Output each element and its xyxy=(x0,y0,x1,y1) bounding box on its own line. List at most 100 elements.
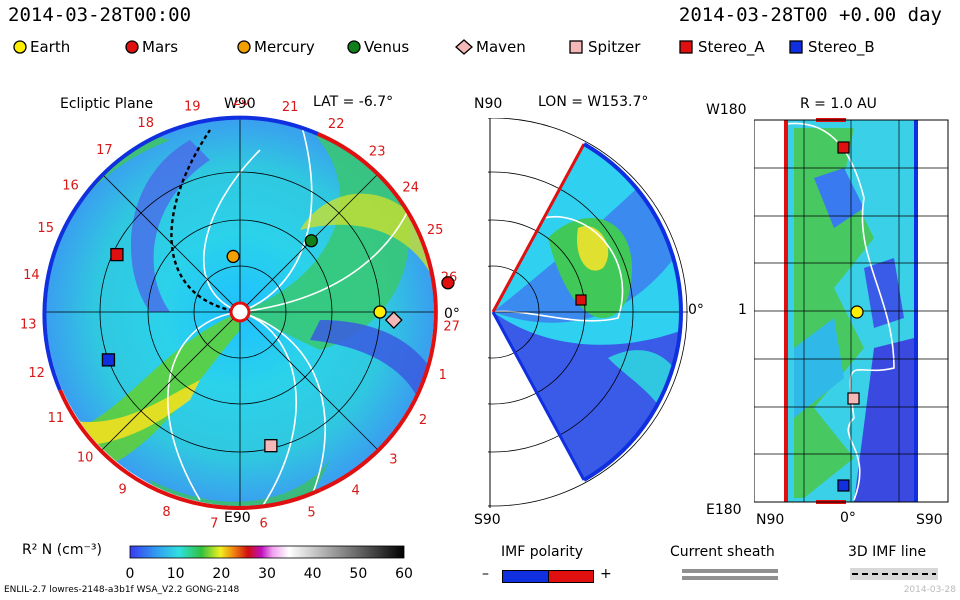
footer-model-info: ENLIL-2.7 lowres-2148-a3b1f WSA_V2.2 GON… xyxy=(4,585,240,595)
radial-bottom-left: E180 xyxy=(706,502,742,518)
legend-stereo-a: Stereo_A xyxy=(678,38,788,56)
imf-polarity-title: IMF polarity xyxy=(501,544,584,560)
carrington-label: 8 xyxy=(162,505,170,520)
carrington-label: 14 xyxy=(23,268,40,283)
imf-line-swatch xyxy=(850,568,938,580)
current-sheath-swatch xyxy=(682,569,778,573)
polarity-ring-positive xyxy=(58,389,321,510)
carrington-label: 13 xyxy=(20,317,37,332)
carrington-label: 24 xyxy=(402,180,419,195)
colorbar-tick-label: 20 xyxy=(212,566,230,582)
carrington-label: 7 xyxy=(210,516,218,530)
carrington-label: 5 xyxy=(307,506,315,521)
colorbar-tick-label: 30 xyxy=(258,566,276,582)
carrington-label: 2 xyxy=(419,413,427,428)
colorbar: 0 10 20 30 40 50 60 xyxy=(126,545,413,582)
carrington-labels: 1920212223242526271234567891011121314151… xyxy=(20,100,460,530)
stereo-b-marker xyxy=(837,479,850,492)
colorbar-gradient xyxy=(129,545,405,559)
ecliptic-bottom-label: E90 xyxy=(224,510,251,526)
ecliptic-title: Ecliptic Plane xyxy=(60,96,154,112)
polarity-ring-positive xyxy=(317,132,438,492)
colorbar-tick-label: 0 xyxy=(126,566,134,582)
stereo-a-marker xyxy=(837,141,850,154)
density-band xyxy=(794,128,874,498)
imf-polarity-positive-swatch xyxy=(548,570,594,583)
earth-marker xyxy=(373,305,387,319)
body-legend: Earth Mars Mercury Venus Maven Spitzer S… xyxy=(12,38,898,56)
legend-mars: Mars xyxy=(124,38,236,56)
imf-line xyxy=(167,311,241,501)
mercury-marker-icon xyxy=(237,40,251,54)
imf-polarity-negative-swatch xyxy=(502,570,550,583)
legend-label-stereo-b: Stereo_B xyxy=(808,38,875,56)
carrington-label: 27 xyxy=(443,320,460,335)
radial-title: R = 1.0 AU xyxy=(800,96,877,112)
legend-stereo-b: Stereo_B xyxy=(788,38,898,56)
carrington-label: 12 xyxy=(28,366,45,381)
meridional-bottom-label: S90 xyxy=(474,512,501,528)
density-band xyxy=(130,140,210,312)
stereo-a-marker xyxy=(110,247,124,262)
colorbar-label: R² N (cm⁻³) xyxy=(22,542,102,558)
ecliptic-bodies xyxy=(101,234,455,453)
meridional-top-label: N90 xyxy=(474,96,503,112)
radial-plot xyxy=(754,118,949,504)
carrington-label: 6 xyxy=(259,517,267,530)
radial-x-left: N90 xyxy=(756,512,785,528)
radial-top-left: W180 xyxy=(706,102,747,118)
carrington-label: 23 xyxy=(369,144,386,159)
polarity-edge-negative xyxy=(491,311,586,481)
polarity-edge-positive xyxy=(491,143,586,313)
timestamp-offset: 2014-03-28T00 +0.00 day xyxy=(678,4,942,26)
stereo-a-marker xyxy=(575,294,587,306)
stereo-a-marker-icon xyxy=(679,40,693,54)
ecliptic-lat: LAT = -6.7° xyxy=(313,94,394,110)
legend-venus: Venus xyxy=(346,38,454,56)
current-sheath-title: Current sheath xyxy=(670,544,775,560)
colorbar-tick-label: 10 xyxy=(167,566,185,582)
colorbar-tick-label: 50 xyxy=(349,566,367,582)
imf-line-title: 3D IMF line xyxy=(848,544,927,560)
radial-x-mid: 0° xyxy=(840,510,856,526)
carrington-label: 15 xyxy=(37,221,54,236)
sun-icon xyxy=(229,301,251,323)
colorbar-tick-label: 60 xyxy=(395,566,413,582)
ecliptic-top-label: W90 xyxy=(224,96,256,112)
density-band xyxy=(794,318,844,418)
meridional-right-label: 0° xyxy=(688,302,704,318)
density-band xyxy=(300,193,434,300)
legend-label-earth: Earth xyxy=(30,38,71,56)
legend-label-mars: Mars xyxy=(142,38,179,56)
legend-mercury: Mercury xyxy=(236,38,346,56)
ecliptic-right-label: 0° xyxy=(444,306,460,322)
earth-imf-line xyxy=(170,129,241,314)
footer-date: 2014-03-28 xyxy=(903,585,956,595)
legend-label-venus: Venus xyxy=(364,38,410,56)
mars-marker-icon xyxy=(125,40,139,54)
carrington-label: 1 xyxy=(439,368,447,383)
carrington-label: 11 xyxy=(48,411,65,426)
carrington-label: 25 xyxy=(427,223,444,238)
imf-line xyxy=(239,311,326,501)
mars-marker xyxy=(441,276,455,290)
earth-marker-icon xyxy=(13,40,27,54)
legend-maven: Maven xyxy=(454,38,568,56)
legend-earth: Earth xyxy=(12,38,124,56)
carrington-label: 19 xyxy=(184,100,201,114)
legend-label-spitzer: Spitzer xyxy=(588,38,641,56)
carrington-label: 9 xyxy=(119,483,127,498)
ecliptic-plane-plot: 0° 1920212223242526271234567891011121314… xyxy=(20,100,460,530)
legend-spitzer: Spitzer xyxy=(568,38,678,56)
imf-polarity-plus: + xyxy=(600,566,612,582)
spitzer-marker xyxy=(847,392,860,405)
legend-label-maven: Maven xyxy=(476,38,526,56)
legend-label-mercury: Mercury xyxy=(254,38,315,56)
carrington-label: 20 xyxy=(233,100,250,109)
density-band xyxy=(240,120,410,350)
imf-line xyxy=(493,215,624,322)
maven-marker xyxy=(384,311,403,329)
venus-marker-icon xyxy=(347,40,361,54)
carrington-label: 3 xyxy=(389,452,397,467)
imf-line xyxy=(785,122,895,501)
